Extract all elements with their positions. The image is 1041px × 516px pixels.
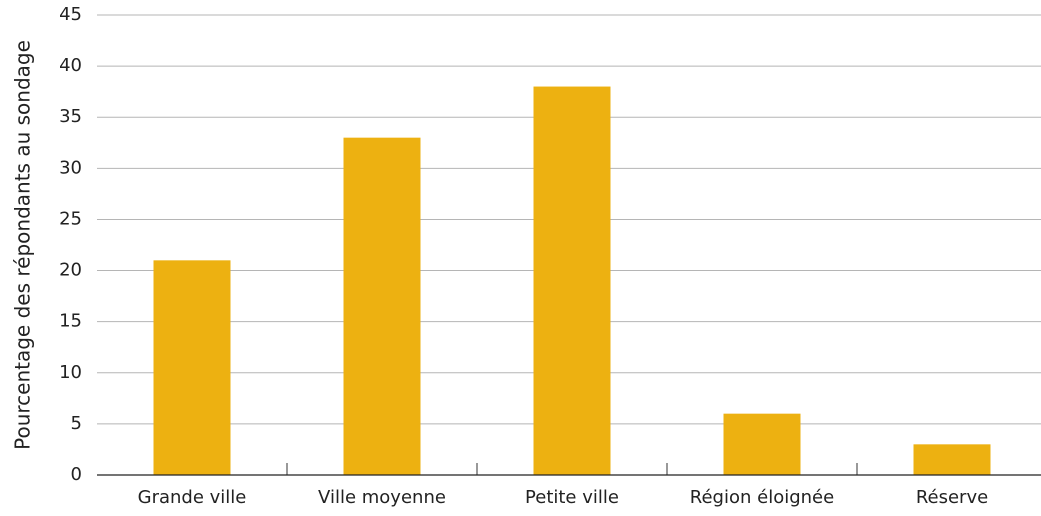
y-axis-label: Pourcentage des répondants au sondage	[11, 40, 35, 450]
y-tick-label: 40	[59, 55, 82, 76]
y-tick-label: 35	[59, 106, 82, 127]
bar	[723, 413, 801, 475]
y-tick-label: 20	[59, 260, 82, 281]
x-tick-label: Réserve	[916, 487, 988, 508]
y-tick-label: 25	[59, 208, 82, 229]
y-tick-label: 15	[59, 311, 82, 332]
bar	[913, 444, 991, 475]
bar	[533, 86, 611, 476]
y-tick-label: 5	[71, 413, 82, 434]
y-tick-label: 30	[59, 157, 82, 178]
x-tick-label: Ville moyenne	[318, 487, 446, 508]
y-tick-label: 0	[71, 464, 82, 485]
x-tick-label: Petite ville	[525, 487, 619, 508]
bar	[153, 260, 231, 475]
x-tick-label: Grande ville	[138, 487, 247, 508]
bar	[343, 137, 421, 475]
x-tick-label: Région éloignée	[690, 487, 834, 508]
y-tick-label: 10	[59, 362, 82, 383]
y-tick-label: 45	[59, 4, 82, 25]
